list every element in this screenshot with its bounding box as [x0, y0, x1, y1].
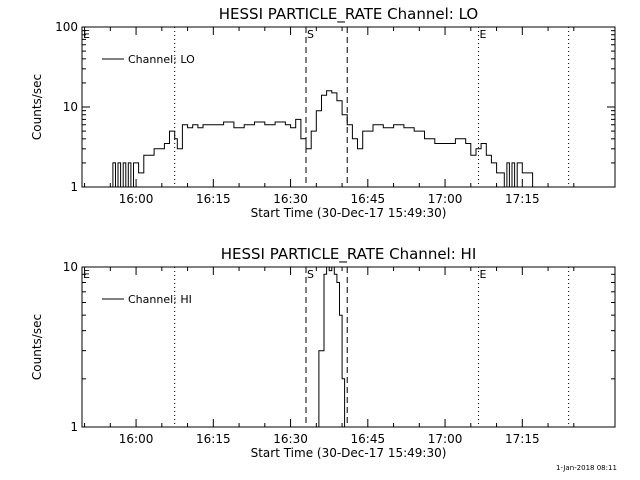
x-tick-label: 16:15: [196, 192, 231, 206]
y-tick-label: 10: [63, 260, 78, 274]
x-tick-label: 16:30: [273, 192, 308, 206]
x-tick-label: 16:30: [273, 432, 308, 446]
series-line: [110, 90, 538, 187]
x-axis-label: Start Time (30-Dec-17 15:49:30): [251, 446, 447, 460]
event-marker-label: S: [307, 28, 314, 41]
event-marker-label: E: [83, 28, 90, 41]
y-tick-label: 100: [55, 20, 78, 34]
axes-frame: [81, 266, 616, 428]
x-tick-label: 17:00: [428, 432, 463, 446]
event-marker-label: E: [83, 268, 90, 281]
axes-frame: [81, 26, 616, 188]
y-tick-label: 10: [63, 100, 78, 114]
footer-timestamp: 1-Jan-2018 08:11: [556, 464, 617, 472]
x-tick-label: 16:15: [196, 432, 231, 446]
x-axis-label: Start Time (30-Dec-17 15:49:30): [251, 206, 447, 220]
panel-title: HESSI PARTICLE_RATE Channel: LO: [219, 5, 478, 24]
event-marker-label: E: [480, 268, 487, 281]
y-axis-label: Counts/sec: [30, 74, 44, 140]
legend-label: Channel: HI: [128, 293, 192, 306]
event-marker-label: S: [307, 268, 314, 281]
x-tick-label: 17:00: [428, 192, 463, 206]
x-tick-label: 16:00: [119, 192, 154, 206]
event-marker-label: E: [480, 28, 487, 41]
panel-title: HESSI PARTICLE_RATE Channel: HI: [221, 245, 477, 264]
x-tick-label: 16:00: [119, 432, 154, 446]
legend-label: Channel: LO: [128, 53, 195, 66]
y-tick-label: 1: [70, 180, 78, 194]
x-tick-label: 17:15: [505, 432, 540, 446]
y-tick-label: 1: [70, 420, 78, 434]
x-tick-label: 17:15: [505, 192, 540, 206]
y-axis-label: Counts/sec: [30, 314, 44, 380]
x-tick-label: 16:45: [351, 432, 386, 446]
series-line: [313, 267, 346, 427]
x-tick-label: 16:45: [351, 192, 386, 206]
